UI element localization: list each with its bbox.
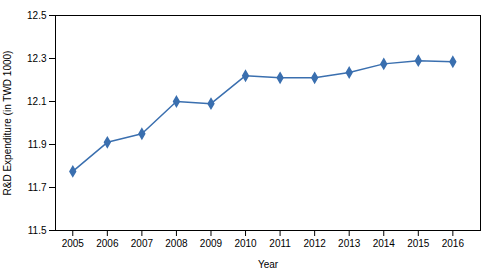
svg-text:Year: Year bbox=[258, 259, 279, 270]
svg-text:12.5: 12.5 bbox=[27, 10, 47, 21]
svg-text:11.7: 11.7 bbox=[28, 182, 47, 193]
svg-text:2008: 2008 bbox=[165, 238, 188, 249]
svg-text:2012: 2012 bbox=[304, 238, 327, 249]
svg-text:12.3: 12.3 bbox=[27, 53, 47, 64]
svg-text:R&D Expenditure (in TWD 1000): R&D Expenditure (in TWD 1000) bbox=[2, 51, 13, 196]
svg-text:2005: 2005 bbox=[62, 238, 85, 249]
svg-text:2011: 2011 bbox=[269, 238, 291, 249]
svg-text:2016: 2016 bbox=[442, 238, 465, 249]
svg-text:12.1: 12.1 bbox=[27, 96, 47, 107]
svg-text:2006: 2006 bbox=[96, 238, 119, 249]
svg-text:2007: 2007 bbox=[131, 238, 154, 249]
svg-text:2015: 2015 bbox=[407, 238, 430, 249]
svg-text:2014: 2014 bbox=[373, 238, 396, 249]
svg-text:2009: 2009 bbox=[200, 238, 223, 249]
svg-text:11.9: 11.9 bbox=[28, 139, 47, 150]
svg-text:2010: 2010 bbox=[234, 238, 257, 249]
svg-text:2013: 2013 bbox=[338, 238, 361, 249]
svg-text:11.5: 11.5 bbox=[28, 225, 47, 236]
